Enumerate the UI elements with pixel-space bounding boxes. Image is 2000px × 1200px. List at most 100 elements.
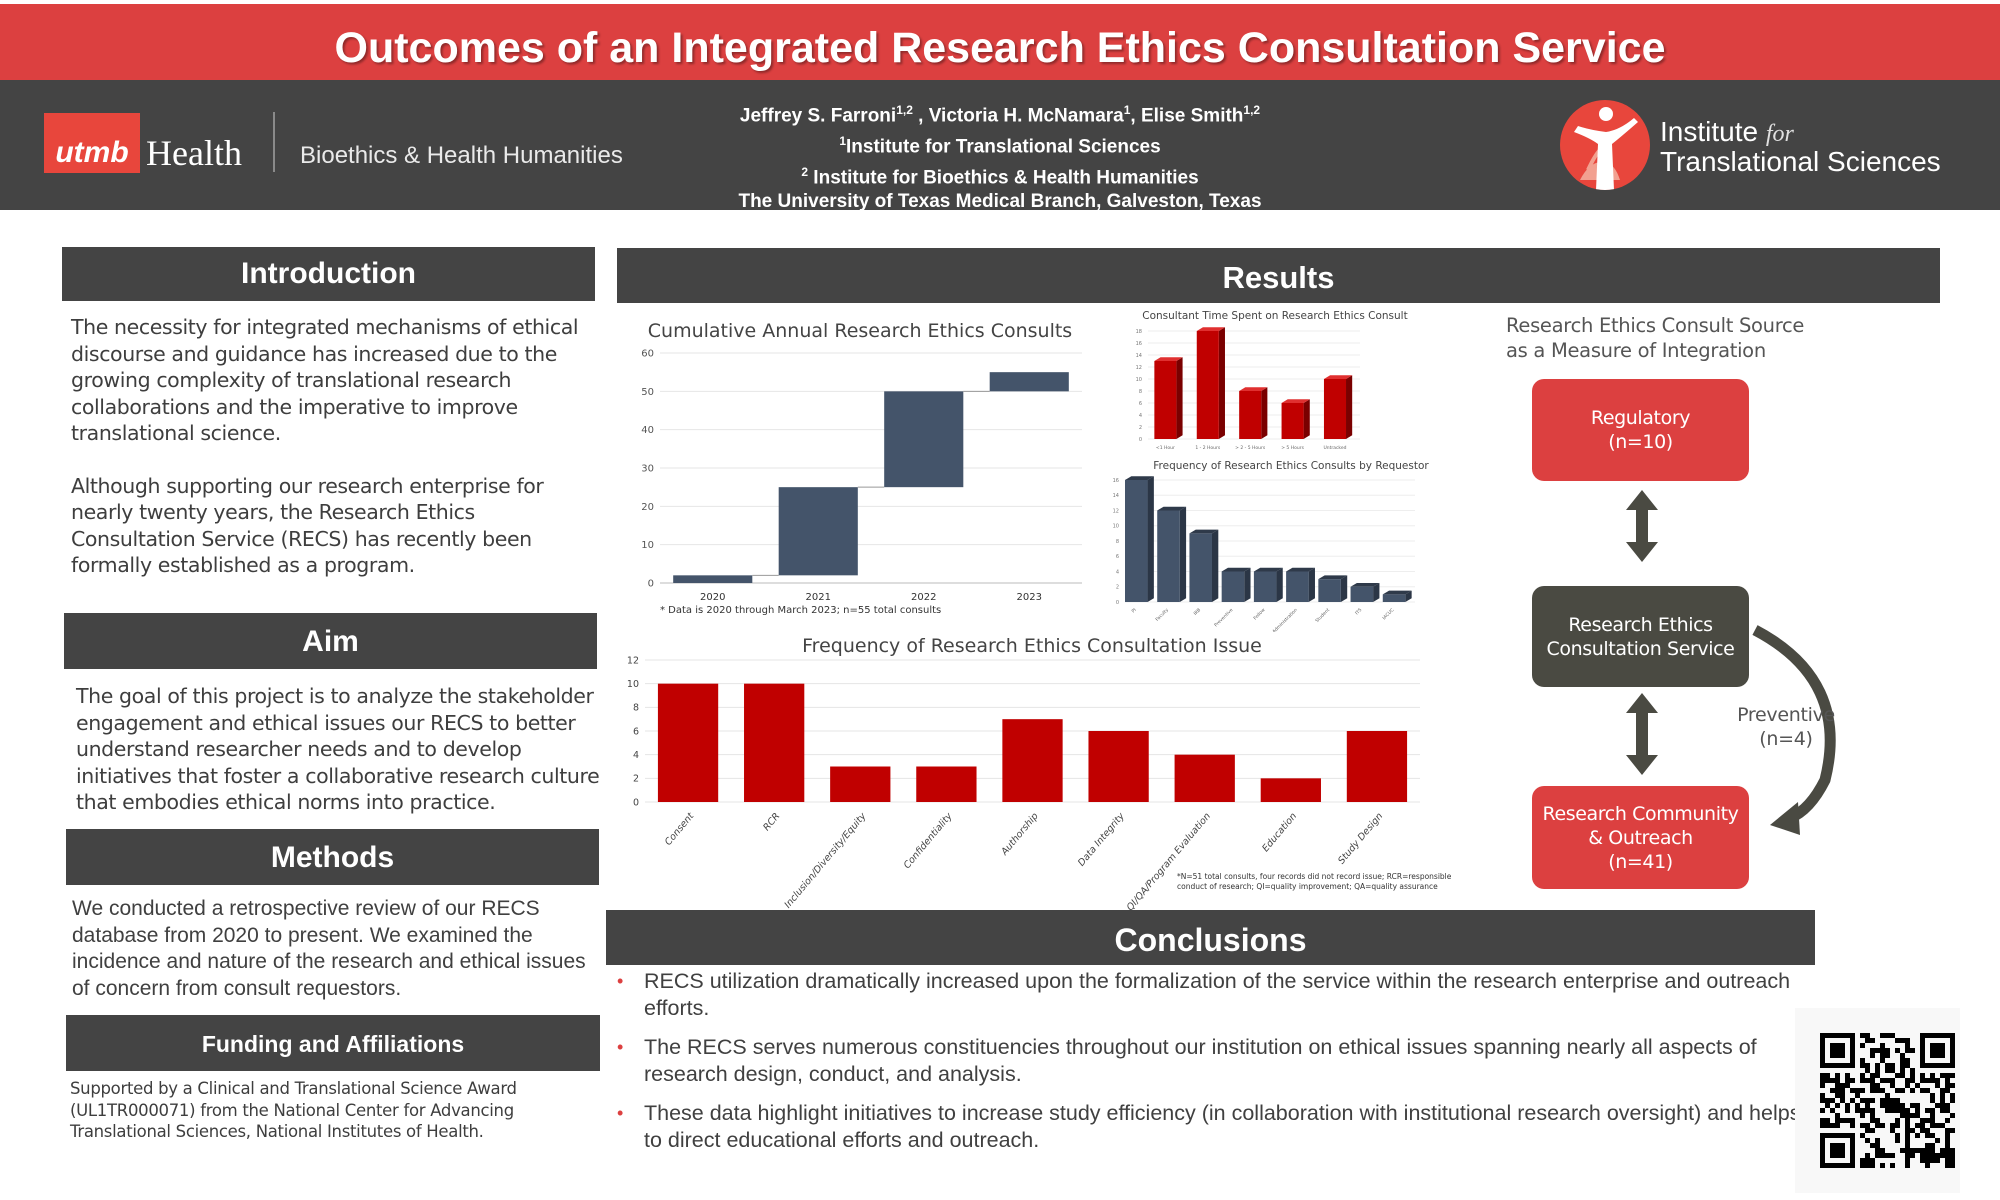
qr-module: [1870, 1113, 1875, 1118]
x-tick-label: Consent: [663, 810, 697, 848]
qr-module: [1875, 1118, 1880, 1123]
qr-module: [1895, 1038, 1900, 1043]
qr-module: [1945, 1143, 1950, 1148]
qr-module: [1895, 1098, 1900, 1103]
qr-module: [1850, 1088, 1855, 1093]
qr-module: [1820, 1073, 1825, 1078]
qr-module: [1940, 1093, 1945, 1098]
y-tick-label: 6: [633, 726, 639, 737]
x-tick-label: 2022: [911, 592, 936, 603]
qr-module: [1860, 1133, 1865, 1138]
qr-module: [1940, 1123, 1945, 1128]
qr-module: [1930, 1098, 1935, 1103]
bar-front: [1189, 533, 1212, 602]
time-bar: [1239, 387, 1268, 439]
qr-module: [1905, 1133, 1910, 1138]
qr-module: [1880, 1153, 1885, 1158]
qr-module: [1830, 1123, 1835, 1128]
qr-module: [1945, 1133, 1950, 1138]
chart-title: Frequency of Research Ethics Consultatio…: [802, 635, 1262, 657]
preventive-count: (n=4): [1759, 728, 1813, 750]
qr-module: [1865, 1128, 1870, 1133]
qr-module: [1895, 1088, 1900, 1093]
qr-module: [1900, 1063, 1905, 1068]
qr-module: [1900, 1103, 1905, 1108]
qr-module: [1825, 1103, 1830, 1108]
qr-module: [1865, 1103, 1870, 1108]
y-tick-label: 4: [1139, 413, 1142, 419]
requestor-bar: [1286, 567, 1315, 602]
issue-bar: [916, 766, 977, 802]
qr-module: [1860, 1163, 1865, 1168]
qr-module: [1885, 1098, 1890, 1103]
qr-module: [1835, 1088, 1840, 1093]
qr-module: [1895, 1118, 1900, 1123]
qr-module: [1905, 1143, 1910, 1148]
y-tick-label: 6: [1116, 554, 1119, 560]
qr-module: [1860, 1158, 1865, 1163]
issue-bar: [1174, 754, 1235, 802]
requestor-bar: [1253, 567, 1283, 602]
bar-front: [1281, 403, 1304, 439]
waterfall-bar: [778, 487, 858, 576]
qr-module: [1895, 1103, 1900, 1108]
bar-side: [1212, 529, 1219, 602]
qr-module: [1895, 1133, 1900, 1138]
x-tick-label: IRB: [1193, 607, 1203, 617]
qr-module: [1905, 1043, 1910, 1048]
curved-arrow-icon: [1752, 625, 1836, 835]
author-name: Elise Smith: [1140, 105, 1244, 127]
qr-module: [1925, 1128, 1930, 1133]
qr-module: [1895, 1138, 1900, 1143]
preventive-label: Preventive (n=4): [1726, 703, 1846, 751]
box-count: (n=10): [1608, 431, 1673, 453]
x-tick-label: PI: [1131, 607, 1138, 614]
qr-module: [1925, 1118, 1930, 1123]
x-tick-label: ITS: [1354, 607, 1363, 616]
qr-module: [1900, 1058, 1905, 1063]
qr-module: [1875, 1123, 1880, 1128]
qr-module: [1830, 1078, 1835, 1083]
qr-module: [1950, 1073, 1955, 1078]
flow-diagram-title: Research Ethics Consult Source as a Meas…: [1506, 313, 1804, 363]
time-bar: [1323, 375, 1353, 439]
qr-module: [1940, 1088, 1945, 1093]
qr-module: [1930, 1133, 1935, 1138]
qr-module: [1845, 1103, 1850, 1108]
qr-module: [1920, 1148, 1925, 1153]
qr-module: [1880, 1058, 1885, 1063]
qr-module: [1915, 1103, 1920, 1108]
qr-module: [1885, 1078, 1890, 1083]
requestor-bar: [1125, 476, 1154, 602]
qr-module: [1925, 1143, 1930, 1148]
chart-title: Consultant Time Spent on Research Ethics…: [1142, 310, 1407, 322]
x-tick-label: Fellow: [1252, 607, 1266, 621]
qr-module: [1910, 1073, 1915, 1078]
qr-module: [1945, 1078, 1950, 1083]
qr-code-icon[interactable]: [1820, 1033, 1955, 1168]
qr-module: [1900, 1038, 1905, 1043]
flow-arrows: [1626, 490, 1836, 835]
issue-bar: [1260, 778, 1321, 802]
bar-top: [1281, 399, 1310, 403]
affiliation-text: Institute for Bioethics & Health Humanit…: [808, 166, 1199, 188]
x-tick-label: Authorship: [999, 811, 1041, 858]
qr-module: [1825, 1078, 1830, 1083]
bar-front: [1154, 361, 1177, 439]
bar-top: [1323, 375, 1353, 379]
y-tick-label: 0: [1116, 600, 1119, 606]
qr-module: [1930, 1148, 1935, 1153]
qr-module: [1845, 1118, 1850, 1123]
qr-module: [1930, 1108, 1935, 1113]
qr-module: [1890, 1108, 1895, 1113]
qr-module: [1860, 1033, 1865, 1038]
qr-module: [1875, 1063, 1880, 1068]
qr-module: [1825, 1098, 1830, 1103]
qr-module: [1950, 1128, 1955, 1133]
y-tick-label: 12: [1113, 508, 1119, 514]
qr-module: [1830, 1108, 1835, 1113]
qr-module: [1835, 1123, 1840, 1128]
qr-module: [1915, 1083, 1920, 1088]
author-block: Jeffrey S. Farroni1,2 , Victoria H. McNa…: [700, 98, 1300, 215]
bar-side: [1340, 575, 1348, 602]
